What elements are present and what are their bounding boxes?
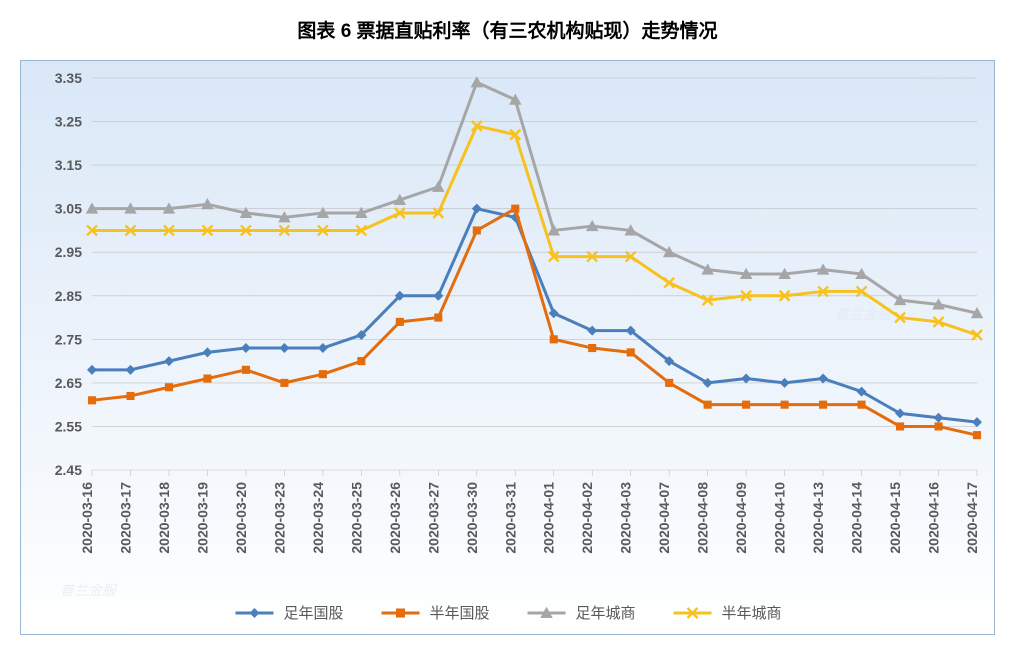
x-tick-label: 2020-04-16 xyxy=(926,482,942,554)
x-tick-label: 2020-03-27 xyxy=(425,482,441,554)
y-tick-label: 2.85 xyxy=(55,288,82,304)
x-tick-label: 2020-03-17 xyxy=(117,482,133,554)
y-tick-label: 3.05 xyxy=(55,201,82,217)
x-tick-label: 2020-04-17 xyxy=(964,482,980,554)
y-tick-label: 2.95 xyxy=(55,244,82,260)
y-tick-label: 2.75 xyxy=(55,331,82,347)
x-tick-label: 2020-04-02 xyxy=(579,482,595,554)
y-tick-label: 3.15 xyxy=(55,157,82,173)
y-tick-label: 2.55 xyxy=(55,418,82,434)
legend-label: 足年国股 xyxy=(284,605,344,622)
x-tick-label: 2020-04-03 xyxy=(618,482,634,554)
legend-label: 半年国股 xyxy=(430,605,490,622)
line-chart: 普兰金服普兰金服普兰金服2.452.552.652.752.852.953.05… xyxy=(20,60,995,635)
x-tick-label: 2020-03-26 xyxy=(387,482,403,554)
legend-label: 半年城商 xyxy=(722,605,782,622)
x-tick-label: 2020-04-13 xyxy=(810,482,826,554)
x-tick-label: 2020-04-01 xyxy=(541,482,557,554)
chart-container: 普兰金服普兰金服普兰金服2.452.552.652.752.852.953.05… xyxy=(20,60,995,635)
legend-label: 足年城商 xyxy=(576,605,636,622)
x-tick-label: 2020-04-08 xyxy=(695,482,711,554)
x-tick-label: 2020-04-07 xyxy=(656,482,672,554)
watermark: 普兰金服 xyxy=(60,582,118,598)
x-tick-label: 2020-03-19 xyxy=(194,482,210,554)
y-tick-label: 3.25 xyxy=(55,114,82,130)
y-tick-label: 2.45 xyxy=(55,462,82,478)
x-tick-label: 2020-04-10 xyxy=(772,482,788,554)
x-tick-label: 2020-04-15 xyxy=(887,482,903,554)
x-tick-label: 2020-03-31 xyxy=(502,482,518,554)
x-tick-label: 2020-03-18 xyxy=(156,482,172,554)
watermark: 普兰金服 xyxy=(915,75,973,91)
x-tick-label: 2020-04-09 xyxy=(733,482,749,554)
x-tick-label: 2020-03-24 xyxy=(310,482,326,554)
x-tick-label: 2020-03-16 xyxy=(79,482,95,554)
chart-title: 图表 6 票据直贴利率（有三农机构贴现）走势情况 xyxy=(0,16,1015,43)
x-tick-label: 2020-03-23 xyxy=(271,482,287,554)
x-tick-label: 2020-04-14 xyxy=(849,482,865,554)
y-tick-label: 3.35 xyxy=(55,70,82,86)
x-tick-label: 2020-03-30 xyxy=(464,482,480,554)
y-tick-label: 2.65 xyxy=(55,375,82,391)
x-tick-label: 2020-03-25 xyxy=(348,482,364,554)
x-tick-label: 2020-03-20 xyxy=(233,482,249,554)
